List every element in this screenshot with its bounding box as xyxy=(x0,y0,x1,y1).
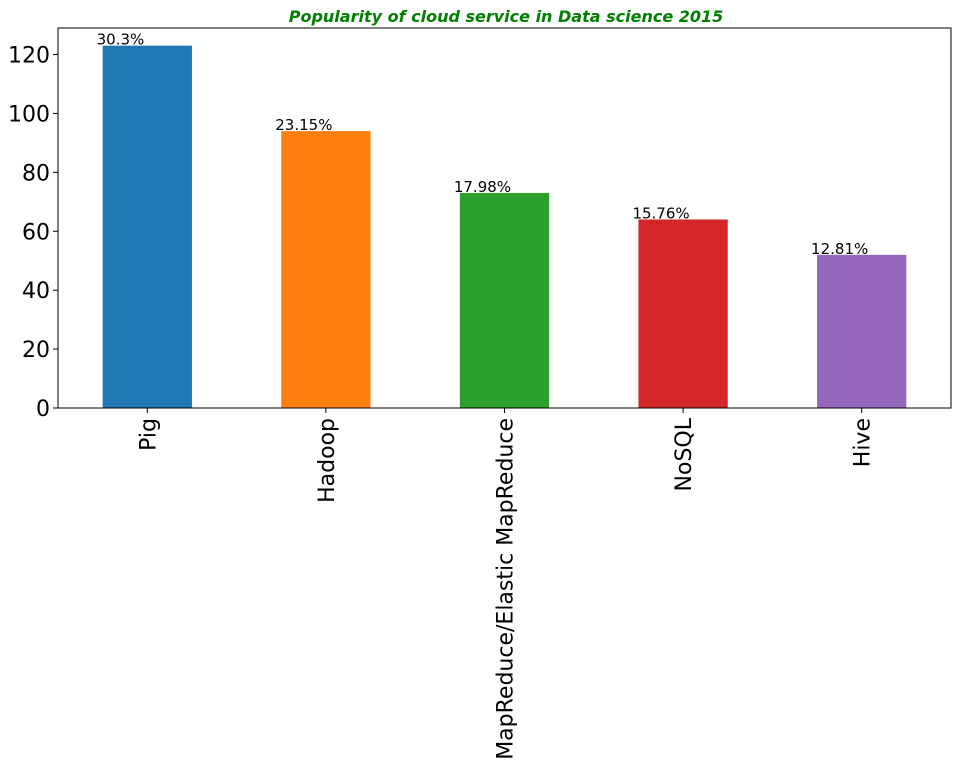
y-tick-label-0: 0 xyxy=(36,397,50,422)
data-label-4: 12.81% xyxy=(811,240,868,258)
bar-1 xyxy=(281,131,371,408)
bar-3 xyxy=(638,219,728,408)
y-tick-label-2: 40 xyxy=(22,279,50,304)
x-tick-label-0: Pig xyxy=(136,418,161,451)
x-tick-label-4: Hive xyxy=(851,418,876,467)
bar-0 xyxy=(102,45,192,409)
bar-2 xyxy=(459,192,550,408)
data-label-0: 30.3% xyxy=(97,31,145,49)
bar-4 xyxy=(817,254,907,408)
y-tick-label-3: 60 xyxy=(22,220,50,245)
y-tick-label-6: 120 xyxy=(8,44,50,69)
data-labels-group: 30.3% 23.15% 17.98% 15.76% 12.81% xyxy=(97,31,869,258)
data-label-2: 17.98% xyxy=(454,178,511,196)
x-axis: Pig Hadoop MapReduce/Elastic MapReduce NoSQ… xyxy=(136,408,876,760)
y-tick-label-5: 100 xyxy=(8,102,50,127)
x-tick-label-2: MapReduce/Elastic MapReduce xyxy=(494,418,519,760)
chart-title: Popularity of cloud service in Data scie… xyxy=(289,7,724,26)
y-axis: 0 20 40 60 80 100 120 xyxy=(8,44,58,422)
x-tick-label-1: Hadoop xyxy=(315,418,340,503)
x-tick-label-3: NoSQL xyxy=(672,417,697,491)
bars-group xyxy=(102,45,907,409)
data-label-3: 15.76% xyxy=(632,204,689,222)
y-tick-label-1: 20 xyxy=(22,338,50,363)
y-tick-label-4: 80 xyxy=(22,161,50,186)
plot-frame xyxy=(57,27,952,409)
data-label-1: 23.15% xyxy=(275,116,332,134)
